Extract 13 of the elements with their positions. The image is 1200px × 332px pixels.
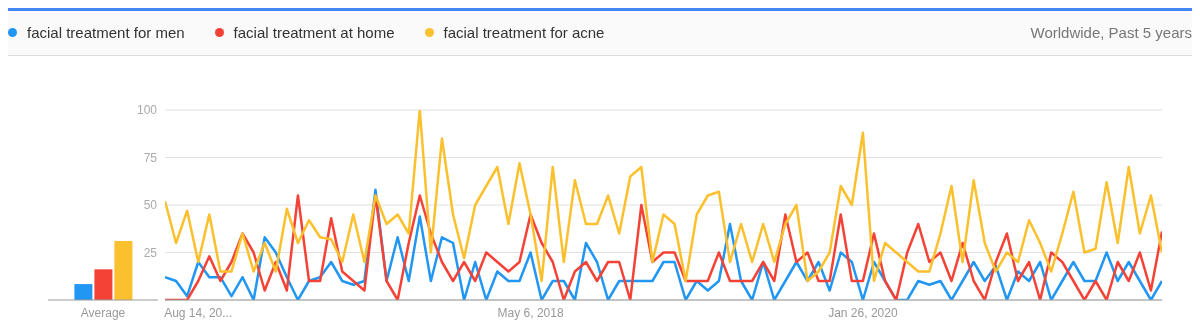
x-tick-label: Average — [80, 305, 126, 320]
x-tick-label: May 6, 2018 — [497, 305, 564, 320]
x-tick-label: Jan 26, 2020 — [828, 305, 898, 320]
legend-label: facial treatment for acne — [443, 24, 605, 41]
y-tick-label: 75 — [143, 150, 158, 165]
legend-label: facial treatment for men — [27, 24, 185, 41]
chart-subtitle: Worldwide, Past 5 years — [1030, 24, 1192, 41]
legend-label: facial treatment at home — [233, 24, 395, 41]
y-tick-label: 50 — [143, 198, 158, 213]
y-tick-label: 100 — [136, 103, 158, 118]
x-tick-label: Aug 14, 20... — [164, 305, 233, 320]
y-tick-label: 25 — [143, 245, 158, 260]
line-series — [165, 110, 1162, 283]
